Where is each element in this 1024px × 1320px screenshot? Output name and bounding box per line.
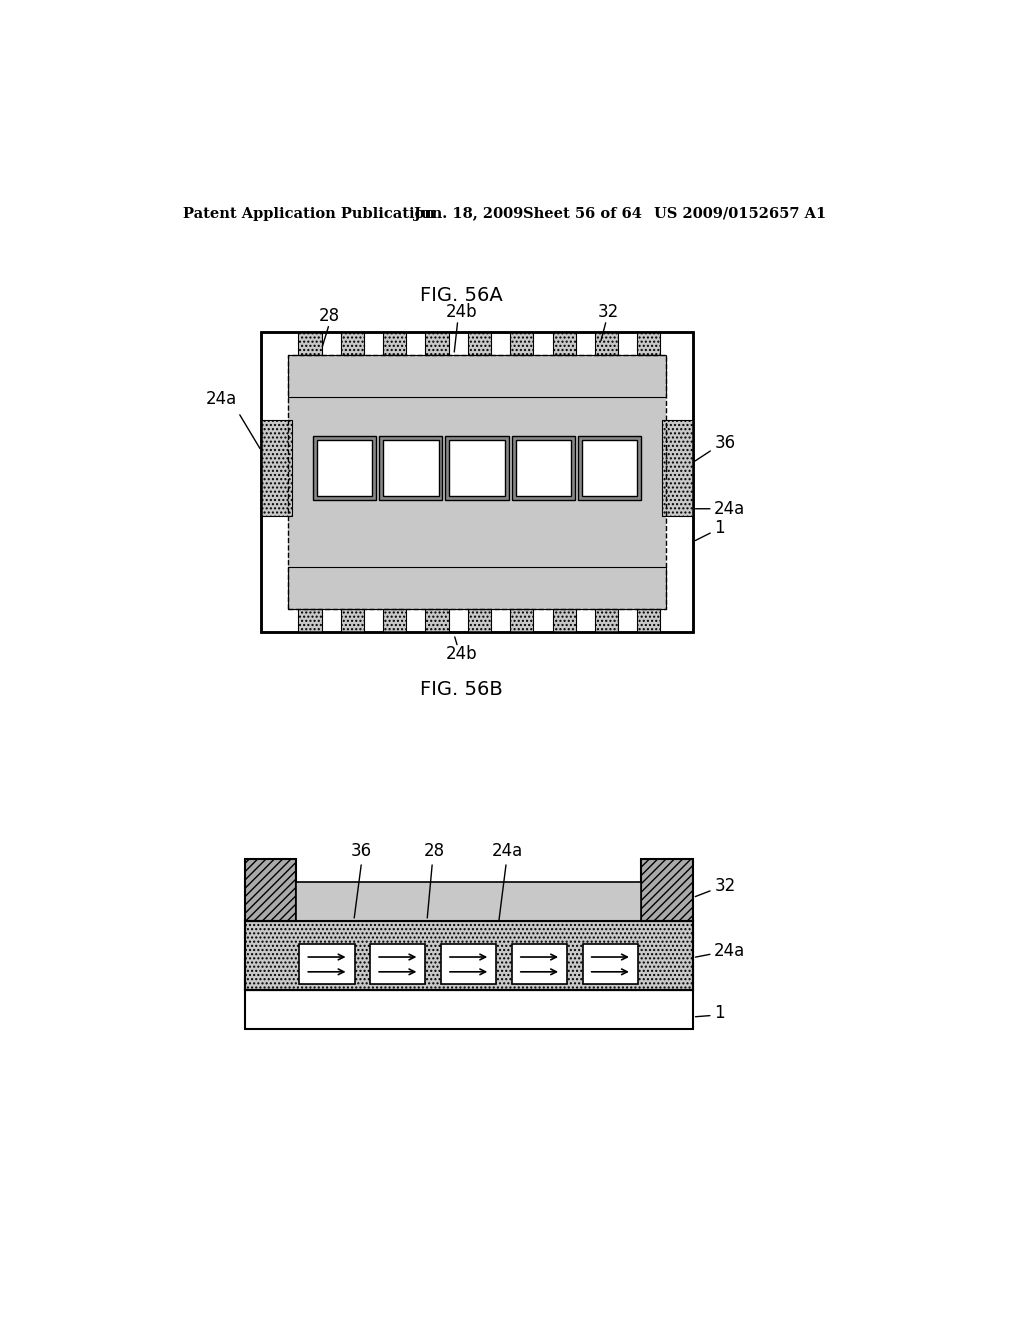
Bar <box>289 566 666 609</box>
Text: 24a: 24a <box>493 842 523 861</box>
Text: Jun. 18, 2009: Jun. 18, 2009 <box>414 207 523 220</box>
Text: FIG. 56B: FIG. 56B <box>420 680 503 700</box>
Text: 32: 32 <box>597 304 618 321</box>
Bar <box>316 441 373 496</box>
Bar <box>298 331 322 355</box>
Text: 1: 1 <box>714 1005 725 1022</box>
Bar <box>425 331 449 355</box>
Bar <box>261 420 292 516</box>
Text: US 2009/0152657 A1: US 2009/0152657 A1 <box>654 207 826 220</box>
Bar <box>468 331 490 355</box>
Text: 28: 28 <box>424 842 445 861</box>
Bar <box>637 331 660 355</box>
Bar <box>578 437 641 499</box>
Text: 32: 32 <box>714 876 735 895</box>
Text: 36: 36 <box>351 842 372 861</box>
Bar <box>245 921 692 990</box>
Bar <box>510 331 534 355</box>
Text: 36: 36 <box>714 434 735 453</box>
Bar <box>298 609 322 632</box>
Bar <box>510 609 534 632</box>
Bar <box>512 944 567 983</box>
Bar <box>245 859 296 921</box>
Bar <box>582 441 637 496</box>
Bar <box>341 331 364 355</box>
Bar <box>289 566 666 609</box>
Bar <box>468 609 490 632</box>
Bar <box>662 420 692 516</box>
Bar <box>595 609 617 632</box>
Bar <box>553 609 575 632</box>
Text: Sheet 56 of 64: Sheet 56 of 64 <box>523 207 642 220</box>
Text: 24b: 24b <box>445 304 477 321</box>
Bar <box>425 609 449 632</box>
Bar <box>637 609 660 632</box>
Text: 24a: 24a <box>714 500 745 517</box>
Text: 28: 28 <box>318 308 340 325</box>
Text: 1: 1 <box>714 519 725 537</box>
Bar <box>383 609 407 632</box>
Bar <box>441 944 497 983</box>
Bar <box>512 437 574 499</box>
Bar <box>583 944 638 983</box>
Bar <box>383 331 407 355</box>
Bar <box>289 355 666 609</box>
Text: 24a: 24a <box>714 942 745 961</box>
Bar <box>515 441 571 496</box>
Bar <box>341 609 364 632</box>
Bar <box>261 331 692 632</box>
Bar <box>450 441 505 496</box>
Bar <box>595 331 617 355</box>
Text: 24b: 24b <box>445 644 477 663</box>
Bar <box>370 944 425 983</box>
Bar <box>379 437 442 499</box>
Bar <box>296 882 641 921</box>
Bar <box>313 437 376 499</box>
Text: FIG. 56A: FIG. 56A <box>420 286 503 305</box>
Bar <box>553 331 575 355</box>
Bar <box>299 944 354 983</box>
Bar <box>261 331 692 632</box>
Bar <box>245 921 692 990</box>
Bar <box>445 437 509 499</box>
Bar <box>245 990 692 1028</box>
Bar <box>289 355 666 397</box>
Bar <box>289 355 666 397</box>
Text: Patent Application Publication: Patent Application Publication <box>183 207 435 220</box>
Bar <box>289 355 666 609</box>
Text: 24a: 24a <box>206 389 237 408</box>
Bar <box>383 441 438 496</box>
Bar <box>641 859 692 921</box>
